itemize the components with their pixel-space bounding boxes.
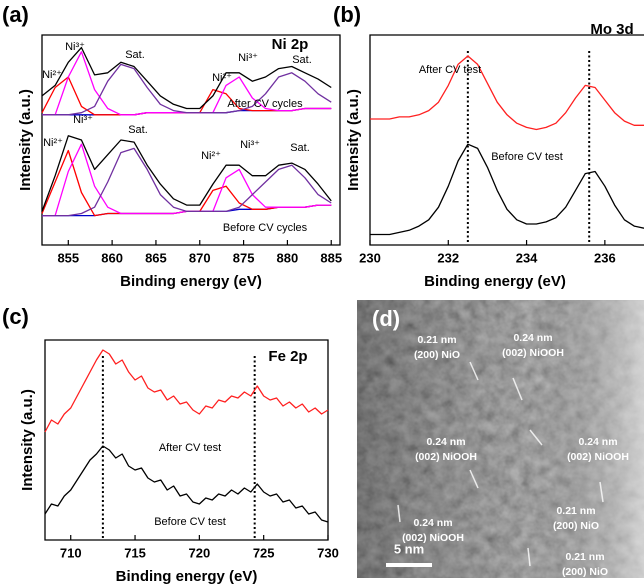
x-tick-label: 230 [359,250,381,265]
fringe-marker [469,361,479,381]
plane-label: (200) NiO [414,349,460,361]
spectrum-line [41,46,332,110]
annotation: After CV test [419,64,481,76]
spacing-label: 0.24 nm [413,517,452,529]
annotation: After CV cycles [227,98,303,110]
fringe-marker [397,504,401,523]
annotation: Ni²⁺ [42,69,62,81]
x-tick-label: 865 [145,250,167,265]
panel-letter: (c) [2,304,29,329]
annotation: Ni³⁺ [240,139,260,151]
annotation: Ni²⁺ [212,72,232,84]
spectrum-line [44,445,329,523]
micrograph-image [357,300,644,578]
panel-letter: (a) [2,2,29,27]
axes-frame [369,34,644,246]
x-tick-label: 875 [233,250,255,265]
plane-label: (002) NiOOH [567,451,629,463]
spacing-label: 0.24 nm [578,436,617,448]
spacing-label: 0.21 nm [417,334,456,346]
annotation: Sat. [292,54,312,66]
x-axis-label: Binding energy (eV) [424,273,566,290]
annotation: Ni³⁺ [238,52,258,64]
plane-label: (002) NiOOH [402,532,464,544]
spectrum-line [370,55,644,131]
x-tick-label: 855 [57,250,79,265]
spectrum-line [41,149,332,217]
x-tick-label: 860 [101,250,123,265]
fringe-marker [529,429,543,446]
plane-label: (002) NiOOH [502,347,564,359]
y-axis-label: Intensity (a.u.) [17,89,34,191]
x-tick-label: 720 [189,545,211,560]
x-tick-label: 725 [253,545,275,560]
spacing-label: 0.24 nm [426,436,465,448]
panel-letter: (b) [333,2,361,27]
x-tick-label: 236 [594,250,616,265]
annotation: Before CV test [154,516,226,528]
x-axis-label: Binding energy (eV) [120,273,262,290]
x-tick-label: 880 [277,250,299,265]
spacing-label: 0.21 nm [556,505,595,517]
y-axis-label: Intensity (a.u.) [19,389,36,491]
x-axis-label: Binding energy (eV) [116,568,258,585]
plane-label: (200) NiO [562,566,608,578]
y-axis-label: Intensity (a.u.) [345,89,362,191]
x-tick-label: 232 [437,250,459,265]
annotation: Ni³⁺ [65,41,85,53]
fringe-marker [512,377,523,401]
annotation: Ni²⁺ [201,150,221,162]
spectrum-line [44,349,329,433]
annotation: Ni²⁺ [43,137,63,149]
panel-title: Fe 2p [268,348,307,365]
spectrum-line [41,135,332,212]
annotation: Before CV test [491,151,563,163]
scale-bar-label: 5 nm [394,541,424,556]
panel-title: Ni 2p [272,36,309,53]
annotation: Ni³⁺ [73,114,93,126]
fringe-marker [527,547,531,567]
x-tick-label: 710 [60,545,82,560]
spacing-label: 0.21 nm [565,551,604,563]
annotation: Sat. [125,49,145,61]
spectrum-line [42,147,332,217]
spectrum-line [370,143,644,236]
axes-frame [41,34,341,246]
spacing-label: 0.24 nm [513,332,552,344]
panel-letter: (d) [372,306,400,331]
x-tick-label: 730 [317,545,339,560]
annotation: Sat. [290,142,310,154]
plane-label: (200) NiO [553,520,599,532]
plane-label: (002) NiOOH [415,451,477,463]
spectrum-line [42,63,332,116]
x-tick-label: 715 [124,545,146,560]
x-tick-label: 885 [320,250,342,265]
panel-title: Mo 3d [590,21,633,38]
fringe-marker [599,481,604,503]
x-tick-label: 234 [516,250,538,265]
axes-frame [44,339,329,541]
fringe-marker [469,469,479,489]
annotation: Before CV cycles [223,222,308,234]
micrograph-annotations: (d) 0.21 nm (200) NiO 0.24 nm (002) NiOOH 0.2… [372,306,629,578]
annotation: After CV test [159,442,221,454]
x-tick-label: 870 [189,250,211,265]
annotation: Sat. [128,124,148,136]
